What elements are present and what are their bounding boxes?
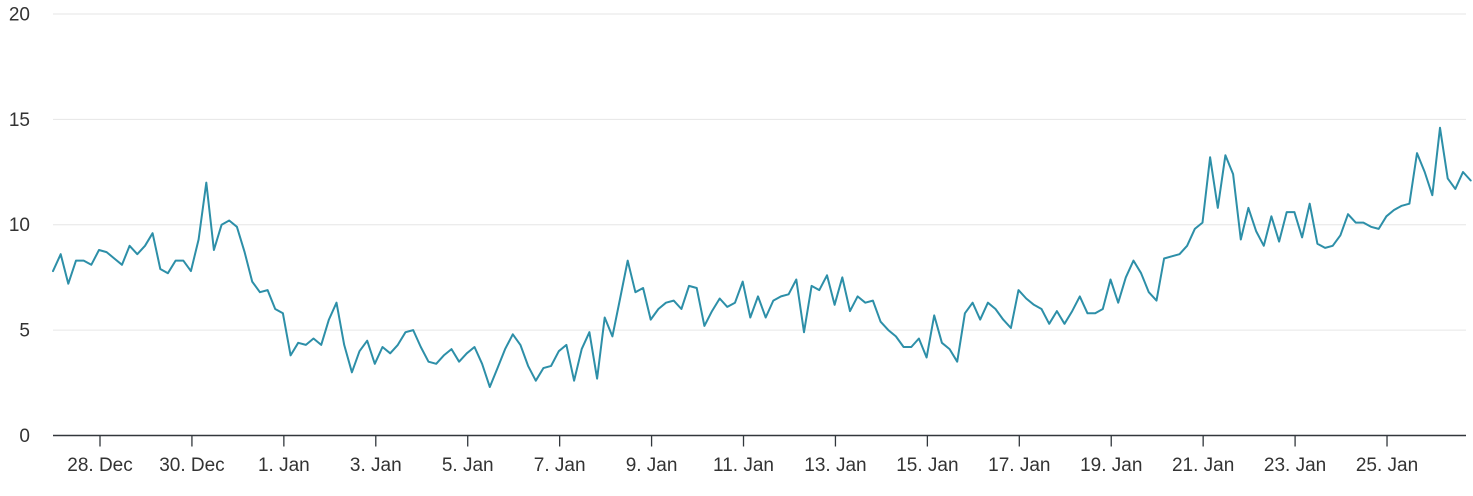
y-axis-label: 20: [9, 4, 30, 25]
series-line[interactable]: [52, 126, 1472, 388]
x-axis-label: 9. Jan: [626, 455, 678, 476]
x-axis-label: 19. Jan: [1080, 455, 1142, 476]
y-axis-label: 10: [9, 215, 30, 236]
x-axis-label: 13. Jan: [804, 455, 866, 476]
x-axis-label: 3. Jan: [350, 455, 402, 476]
x-axis-label: 17. Jan: [988, 455, 1050, 476]
x-axis-label: 5. Jan: [442, 455, 494, 476]
x-axis-label: 21. Jan: [1172, 455, 1234, 476]
y-axis-labels: 0 5 10 15 20: [9, 4, 30, 447]
x-axis-label: 25. Jan: [1356, 455, 1418, 476]
x-axis-ticks-and-labels: 28. Dec 30. Dec 1. Jan 3. Jan 5. Jan 7. Jan 9.…: [67, 435, 1418, 476]
y-axis-label: 15: [9, 110, 30, 131]
x-axis-label: 1. Jan: [258, 455, 310, 476]
x-axis-label: 30. Dec: [159, 455, 224, 476]
x-axis-label: 11. Jan: [713, 455, 774, 476]
y-axis-label: 5: [19, 321, 30, 342]
y-axis-label: 0: [19, 426, 30, 447]
x-axis-label: 15. Jan: [896, 455, 958, 476]
x-axis-label: 23. Jan: [1264, 455, 1326, 476]
x-axis-label: 28. Dec: [67, 455, 132, 476]
x-axis-label: 7. Jan: [534, 455, 586, 476]
